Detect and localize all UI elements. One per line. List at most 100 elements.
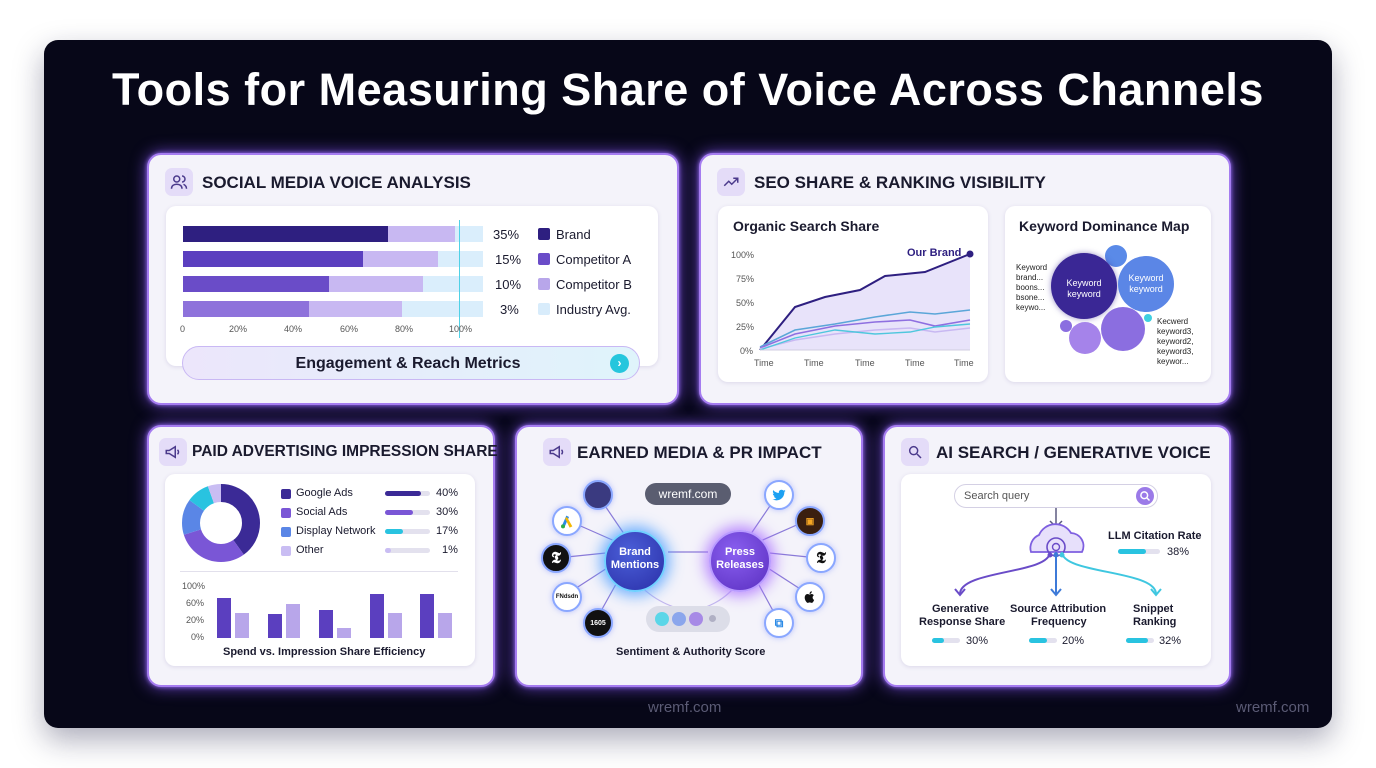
share-fill: [385, 491, 421, 496]
keyword-item: keyword3,: [1157, 347, 1194, 356]
watermark-center: wremf.com: [648, 699, 722, 716]
bar-spend: [217, 598, 231, 638]
llm-citation-label: LLM Citation Rate: [1108, 530, 1202, 542]
y-tick: 0%: [191, 632, 205, 642]
keyword-map-title: Keyword Dominance Map: [1019, 218, 1190, 234]
y-tick: 100%: [182, 581, 206, 591]
ai-card-title: AI SEARCH / GENERATIVE VOICE: [936, 443, 1211, 462]
earned-pill: wremf.com: [645, 483, 731, 505]
search-icon[interactable]: [1136, 487, 1154, 505]
bar-competitor-a: [183, 251, 363, 267]
x-tick: Time: [905, 358, 925, 368]
pct-label: 35%: [493, 227, 520, 242]
bubble-dot: [1144, 314, 1152, 322]
trending-up-icon: [717, 168, 745, 196]
legend-label: Google Ads: [296, 487, 353, 499]
bubble-secondary-label: Keyword keyword: [1128, 273, 1164, 294]
line-industry: [759, 323, 971, 351]
metric-label: Source Attribution: [1010, 603, 1107, 615]
apple-icon: [795, 582, 825, 612]
keyword-item: keywo...: [1016, 303, 1046, 312]
metric-fill: [1126, 638, 1148, 643]
keyword-item: boons...: [1016, 283, 1045, 292]
press-releases-hub: Press Releases: [709, 530, 771, 592]
bar-spend: [268, 614, 282, 638]
neutral-sentiment-icon: [672, 612, 686, 626]
bubble-small-top: [1105, 245, 1127, 267]
series-label: Our Brand: [907, 247, 962, 259]
legend-pct: 1%: [442, 544, 458, 556]
watermark-corner: wremf.com: [1236, 699, 1310, 716]
legend-swatch: [281, 527, 291, 537]
x-tick: Time: [804, 358, 824, 368]
megaphone-icon: [543, 438, 571, 466]
metric-label: Response Share: [919, 616, 1006, 628]
bar-competitor-a-tail: [438, 251, 483, 267]
earned-caption: Sentiment & Authority Score: [616, 646, 766, 658]
metric-label: Snippet: [1133, 603, 1174, 615]
brand-endpoint: [966, 250, 974, 258]
bar-competitor-b: [183, 276, 329, 292]
paid-donut-chart: [182, 484, 260, 562]
search-icon: [901, 438, 929, 466]
axis-tick: 100%: [449, 324, 473, 334]
legend-swatch: [281, 489, 291, 499]
legend-swatch: [538, 303, 550, 315]
paid-card-title: PAID ADVERTISING IMPRESSION SHARE: [192, 443, 498, 460]
metric-pct: 32%: [1159, 635, 1182, 647]
google-ads-icon: [552, 506, 582, 536]
engagement-button[interactable]: Engagement & Reach Metrics ›: [182, 346, 640, 380]
brand-mentions-label: Brand Mentions: [610, 546, 660, 571]
ai-search-input[interactable]: Search query: [954, 484, 1158, 508]
bar-spend: [370, 594, 384, 638]
negative-sentiment-icon: [689, 612, 703, 626]
brand-area: [760, 254, 970, 350]
legend-label: Competitor A: [556, 252, 632, 267]
more-sentiment-icon: [709, 615, 716, 622]
earned-card-title: EARNED MEDIA & PR IMPACT: [577, 443, 822, 462]
share-track: [385, 529, 430, 534]
bar-brand-tail: [455, 226, 483, 242]
x-tick: Time: [754, 358, 774, 368]
y-tick: 25%: [736, 322, 755, 332]
ai-flow-diagram: [954, 508, 1162, 597]
metric-label: Frequency: [1031, 616, 1087, 628]
divider: [180, 571, 458, 572]
media-app-icon: ⧉: [764, 608, 794, 638]
media-brand-icon: ▣: [795, 506, 825, 536]
y-tick: 100%: [731, 250, 755, 260]
legend-pct: 17%: [436, 525, 459, 537]
twitter-icon: [764, 480, 794, 510]
x-tick: Time: [954, 358, 974, 368]
axis-tick: 60%: [340, 324, 359, 334]
bar-competitor-a-rest: [363, 251, 438, 267]
y-tick: 60%: [186, 598, 205, 608]
line-competitor-c: [759, 327, 971, 350]
bubble-mid: [1101, 307, 1145, 351]
axis-tick: 0: [180, 324, 186, 334]
axis-tick: 20%: [229, 324, 248, 334]
line-competitor-a: [759, 309, 971, 348]
keyword-item: Kecwerd: [1157, 317, 1189, 326]
bar-impression: [337, 628, 351, 638]
brand-mentions-hub: Brand Mentions: [604, 530, 666, 592]
paid-bar-chart: 100% 60% 20% 0%: [180, 571, 460, 643]
metric-fill: [1029, 638, 1047, 643]
news-outlet-icon: 1605: [583, 608, 613, 638]
legend-pct: 30%: [436, 506, 459, 518]
share-fill: [385, 548, 391, 553]
social-card-title: SOCIAL MEDIA VOICE ANALYSIS: [202, 173, 471, 192]
line-brand: [759, 253, 971, 351]
legend-label: Brand: [556, 227, 591, 242]
legend-swatch: [538, 228, 550, 240]
bar-impression: [388, 613, 402, 638]
legend-label: Competitor B: [556, 277, 632, 292]
metric-pct: 20%: [1062, 635, 1085, 647]
legend-label: Social Ads: [296, 506, 348, 518]
nyt-icon: 𝕿: [806, 543, 836, 573]
metric-label: Ranking: [1133, 616, 1177, 628]
bar-competitor-b-rest: [329, 276, 423, 292]
share-fill: [385, 529, 403, 534]
bubble-secondary: [1118, 256, 1174, 312]
keyword-item: brand...: [1016, 273, 1044, 282]
